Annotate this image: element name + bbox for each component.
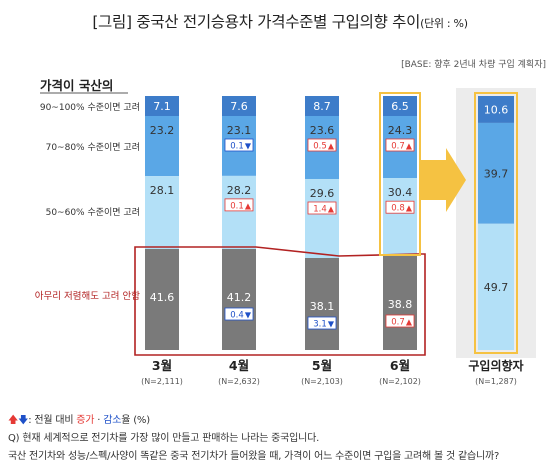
sample-size-4: (N=1,287): [475, 377, 517, 386]
change-box-3-1: [385, 138, 415, 152]
change-box-1-3: [224, 307, 254, 321]
value-label-3-3: 38.8: [388, 298, 413, 311]
value-label-0-1: 23.2: [150, 124, 175, 137]
change-label-2-2: 1.4: [313, 204, 327, 214]
sample-size-2: (N=2,103): [301, 377, 343, 386]
change-arrow-icon-3-2: ▲: [406, 204, 413, 213]
value-label-2-1: 23.6: [310, 124, 335, 137]
value-label-1-3: 41.2: [227, 291, 252, 304]
row-header: 가격이 국산의: [40, 78, 113, 93]
value-label-3-2: 30.4: [388, 186, 413, 199]
sample-size-0: (N=2,111): [141, 377, 183, 386]
category-label-2: 5월: [312, 358, 332, 373]
value-label-2-2: 29.6: [310, 187, 335, 200]
legend-note: 🡅🡇: 전월 대비 증가 · 감소율 (%): [8, 411, 150, 430]
chart-title: [그림] 중국산 전기승용차 가격수준별 구입의향 추이(단위 : %): [0, 10, 560, 32]
change-box-2-1: [307, 138, 337, 152]
legend-prefix: : 전월 대비: [28, 415, 77, 426]
change-arrow-icon-2-2: ▲: [328, 204, 335, 213]
bar-1-seg-2: [222, 175, 256, 249]
change-label-2-3: 3.1: [313, 320, 327, 330]
bar-2-seg-3: [305, 258, 339, 350]
stacked-bar-chart: 7.123.228.141.63월(N=2,111)7.623.10.1 ▼28.…: [35, 78, 536, 386]
legend-down-label: 감소: [103, 415, 122, 426]
change-arrow-icon-2-1: ▲: [328, 142, 335, 151]
change-box-3-3: [385, 314, 415, 328]
bar-3-seg-0: [383, 96, 417, 116]
sample-size-1: (N=2,632): [218, 377, 260, 386]
value-label-0-2: 28.1: [150, 184, 175, 197]
change-arrow-icon-1-2: ▲: [245, 201, 252, 210]
intent-bar-seg-0: [478, 96, 514, 123]
change-arrow-icon-3-1: ▲: [406, 142, 413, 151]
bar-0-seg-2: [145, 176, 179, 249]
row-label-3: 아무리 저렴해도 고려 안함: [35, 290, 140, 302]
legend-suffix: 율 (%): [121, 415, 150, 426]
transition-arrow-icon: [420, 148, 466, 212]
chart-title-unit: (단위 : %): [420, 17, 468, 30]
value-label-1-2: 28.2: [227, 184, 252, 197]
intent-value-label-0: 10.6: [484, 103, 509, 116]
bar-3-seg-3: [383, 256, 417, 350]
survey-question: Q) 현재 세계적으로 전기차를 가장 많이 만들고 판매하는 나라는 중국입니…: [8, 433, 320, 444]
change-label-1-3: 0.4: [230, 311, 244, 321]
base-note: [BASE: 향후 2년내 차량 구입 계획자]: [401, 60, 546, 70]
category-label-0: 3월: [152, 358, 172, 373]
change-box-2-2: [307, 201, 337, 215]
value-label-2-3: 38.1: [310, 300, 335, 313]
change-box-3-2: [385, 200, 415, 214]
change-label-3-3: 0.7: [391, 318, 405, 328]
change-label-3-2: 0.8: [391, 204, 405, 214]
change-label-3-1: 0.7: [391, 142, 405, 152]
value-label-0-0: 7.1: [153, 100, 171, 113]
bar-0-seg-1: [145, 116, 179, 177]
bar-1-seg-0: [222, 96, 256, 116]
value-label-0-3: 41.6: [150, 291, 175, 304]
change-arrow-icon-3-3: ▲: [406, 318, 413, 327]
change-box-2-3: [307, 316, 337, 330]
value-label-2-0: 8.7: [313, 100, 331, 113]
up-arrow-icon: 🡅: [8, 415, 19, 426]
change-label-1-1: 0.1: [230, 142, 244, 152]
change-label-1-2: 0.1: [230, 201, 244, 211]
change-arrow-icon-1-1: ▼: [245, 142, 252, 151]
category-label-1: 4월: [229, 358, 249, 373]
legend-sep: ·: [94, 415, 104, 426]
down-arrow-icon: 🡇: [18, 415, 29, 426]
change-box-1-2: [224, 198, 254, 212]
chart-title-main: [그림] 중국산 전기승용차 가격수준별 구입의향 추이: [92, 13, 421, 31]
value-label-1-1: 23.1: [227, 124, 252, 137]
value-label-1-0: 7.6: [230, 100, 248, 113]
intent-value-label-1: 39.7: [484, 167, 509, 180]
bar-0-seg-0: [145, 96, 179, 116]
change-label-2-1: 0.5: [313, 142, 327, 152]
category-label-3: 6월: [390, 358, 410, 373]
change-arrow-icon-2-3: ▼: [328, 320, 335, 329]
value-label-3-1: 24.3: [388, 124, 413, 137]
row-label-0: 90~100% 수준이면 고려: [40, 102, 140, 113]
bar-3-seg-2: [383, 178, 417, 256]
bar-1-seg-3: [222, 249, 256, 350]
bar-0-seg-3: [145, 249, 179, 350]
intent-highlight-border: [474, 92, 518, 354]
bar-2-seg-2: [305, 178, 339, 258]
legend-up-label: 증가: [76, 415, 95, 426]
intent-bar-seg-2: [478, 223, 514, 350]
change-box-1-1: [224, 138, 254, 152]
intent-bar-seg-1: [478, 122, 514, 224]
row-label-1: 70~80% 수준이면 고려: [46, 142, 140, 153]
bar-2-seg-0: [305, 96, 339, 116]
sample-size-3: (N=2,102): [379, 377, 421, 386]
category-label-4: 구입의향자: [468, 358, 523, 373]
intent-value-label-2: 49.7: [484, 281, 509, 294]
value-label-3-0: 6.5: [391, 100, 409, 113]
row-label-2: 50~60% 수준이면 고려: [46, 207, 140, 218]
survey-question-detail: 국산 전기차와 성능/스펙/사양이 똑같은 중국 전기차가 들어왔을 때, 가격…: [8, 451, 500, 462]
change-arrow-icon-1-3: ▼: [245, 311, 252, 320]
